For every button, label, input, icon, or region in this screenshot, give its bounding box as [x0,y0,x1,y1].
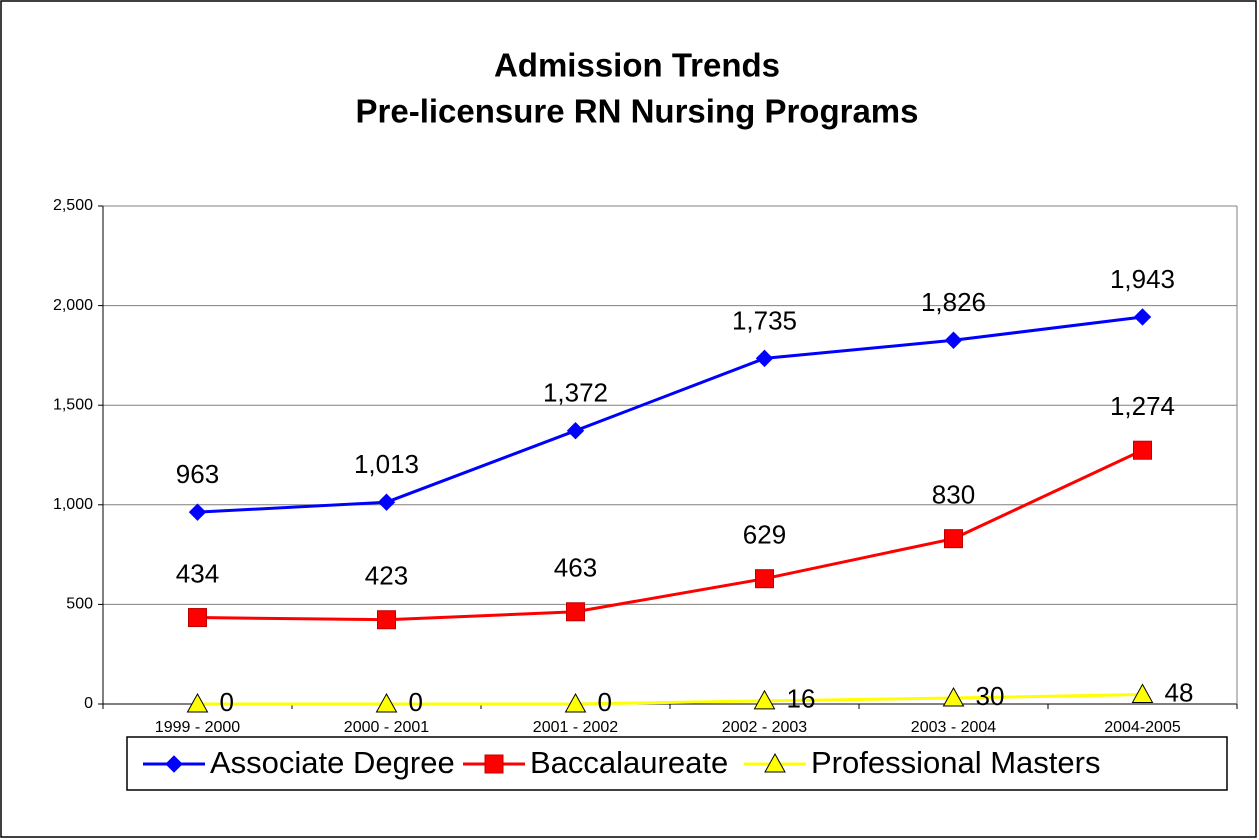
y-tick-label: 2,500 [53,197,93,214]
x-tick-label: 1999 - 2000 [155,719,241,736]
x-tick-label: 2003 - 2004 [911,719,997,736]
data-label: 1,013 [354,449,419,479]
data-point [944,331,963,349]
data-label: 434 [176,558,219,588]
data-label: 463 [554,553,597,583]
chart-title: Admission Trends [494,47,780,84]
data-label: 1,826 [921,287,986,317]
y-tick-label: 2,000 [53,297,93,314]
y-tick-label: 1,500 [53,396,93,413]
data-point [944,529,963,549]
legend-marker [484,754,504,774]
y-tick-label: 1,000 [53,496,93,513]
legend-marker [165,755,183,773]
data-point [942,686,965,707]
x-tick-label: 2002 - 2003 [722,719,808,736]
data-point [1133,440,1152,460]
data-point [1131,683,1154,703]
data-point [186,692,209,713]
legend-label: Associate Degree [210,745,455,780]
data-point [566,421,585,440]
data-label: 48 [1165,677,1194,707]
data-label: 0 [409,687,423,717]
x-tick-label: 2004-2005 [1104,719,1181,736]
data-label: 629 [743,520,786,550]
data-label: 0 [598,687,612,717]
data-label: 0 [220,687,234,717]
data-label: 16 [787,684,816,714]
data-point [375,692,398,713]
data-label: 1,735 [732,305,797,335]
data-point [188,608,207,628]
series-line [197,315,1143,514]
legend-label: Baccalaureate [530,745,728,780]
data-point [755,569,774,589]
data-label: 1,943 [1110,264,1175,294]
legend-label: Professional Masters [811,745,1100,780]
y-tick-label: 500 [66,596,93,613]
data-label: 830 [932,480,975,510]
data-point [1133,308,1152,326]
x-tick-label: 2001 - 2002 [533,719,619,736]
data-point [564,692,587,713]
y-tick-label: 0 [84,695,93,712]
data-point [377,493,396,511]
data-point [753,689,776,710]
data-label: 1,372 [543,378,608,408]
data-point [188,503,207,521]
series-line [197,692,1143,706]
legend-box [126,736,1228,791]
data-point [566,602,585,622]
legend-marker [764,752,786,773]
data-point [377,610,396,630]
data-label: 30 [976,681,1005,711]
data-label: 963 [176,459,219,489]
data-point [755,349,774,368]
chart-subtitle: Pre-licensure RN Nursing Programs [356,93,919,130]
data-label: 423 [365,561,408,591]
data-label: 1,274 [1110,391,1175,421]
series-line [197,448,1144,622]
x-tick-label: 2000 - 2001 [344,719,430,736]
